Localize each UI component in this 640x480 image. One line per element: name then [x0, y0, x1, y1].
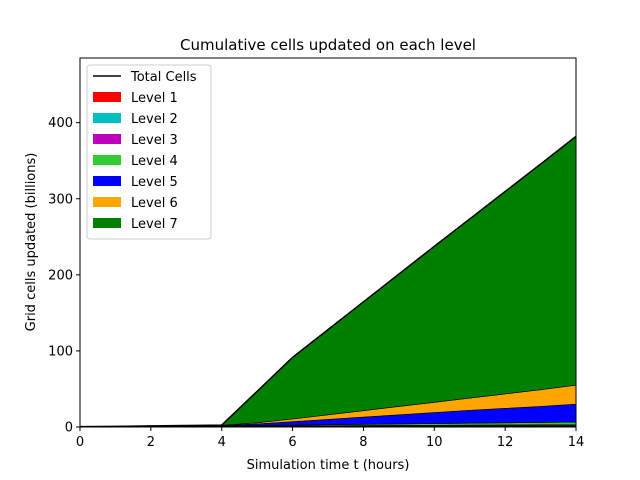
y-tick-label: 100: [48, 344, 73, 359]
x-tick-label: 8: [359, 435, 367, 450]
legend: Total Cells Level 1 Level 2 Level 3 Level 4 L…: [86, 64, 212, 240]
legend-label: Level 2: [131, 112, 178, 127]
x-tick-label: 6: [288, 435, 296, 450]
x-axis: 0 2 4 6 8 10 12 14: [76, 427, 584, 450]
legend-label: Total Cells: [130, 70, 197, 85]
legend-label: Level 3: [131, 133, 178, 148]
legend-swatch-level-7: [93, 218, 121, 228]
legend-swatch-level-3: [93, 134, 121, 144]
legend-label: Level 5: [131, 175, 178, 190]
legend-label: Level 7: [131, 217, 178, 232]
y-tick-label: 300: [48, 192, 73, 207]
y-tick-label: 200: [48, 268, 73, 283]
x-tick-label: 2: [147, 435, 155, 450]
legend-label: Level 4: [131, 154, 178, 169]
plot-frame: [79, 57, 577, 428]
x-tick-label: 0: [76, 435, 84, 450]
x-tick-label: 14: [568, 435, 585, 450]
legend-swatch-level-6: [93, 197, 121, 207]
y-axis: 0 100 200 300 400: [48, 116, 80, 436]
x-tick-label: 4: [218, 435, 226, 450]
y-axis-label: Grid cells updated (billions): [24, 153, 39, 332]
y-tick-label: 0: [65, 421, 73, 436]
legend-swatch-level-2: [93, 113, 121, 123]
x-axis-label: Simulation time t (hours): [247, 458, 410, 473]
x-tick-label: 10: [426, 435, 443, 450]
legend-label: Level 1: [131, 91, 178, 106]
legend-swatch-level-4: [93, 155, 121, 165]
legend-swatch-level-5: [93, 176, 121, 186]
x-tick-label: 12: [497, 435, 514, 450]
legend-label: Level 6: [131, 196, 178, 211]
y-tick-label: 400: [48, 116, 73, 131]
total-cells-line: [79, 135, 577, 428]
legend-frame: [86, 64, 212, 240]
chart-title: Cumulative cells updated on each level: [180, 36, 476, 54]
legend-swatch-level-1: [93, 92, 121, 102]
